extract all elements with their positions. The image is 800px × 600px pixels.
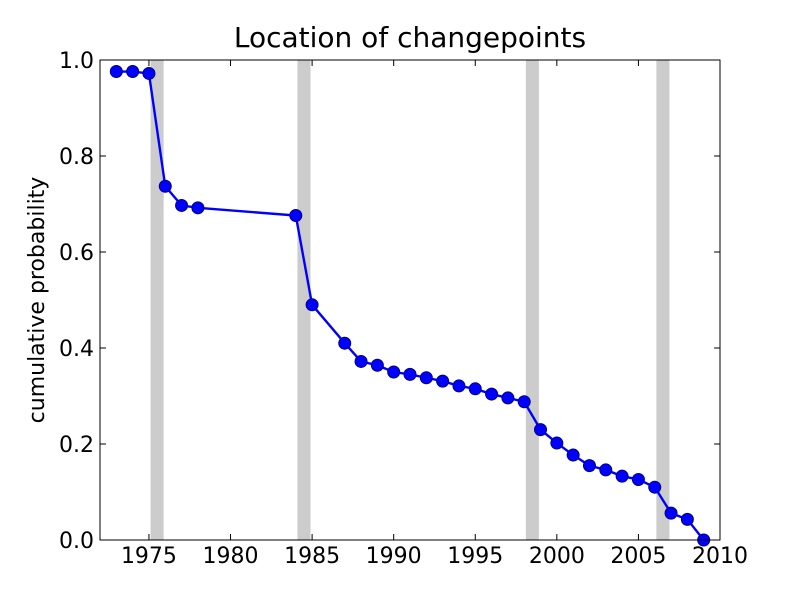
data-point bbox=[452, 379, 466, 393]
data-point bbox=[419, 371, 433, 385]
data-point bbox=[354, 354, 368, 368]
data-point bbox=[648, 480, 662, 494]
data-point bbox=[485, 387, 499, 401]
data-point bbox=[599, 463, 613, 477]
x-tick-label: 1995 bbox=[447, 544, 503, 569]
y-tick-label: 0.4 bbox=[59, 337, 94, 362]
changepoint-band-3 bbox=[656, 60, 670, 540]
y-tick-label: 0.8 bbox=[59, 145, 94, 170]
data-point bbox=[582, 459, 596, 473]
changepoint-band-2 bbox=[525, 60, 539, 540]
data-point bbox=[126, 65, 140, 79]
data-point bbox=[158, 179, 172, 193]
data-point bbox=[305, 298, 319, 312]
data-point bbox=[370, 358, 384, 372]
changepoint-band-0 bbox=[150, 60, 164, 540]
data-point bbox=[289, 209, 303, 223]
y-axis-label: cumulative probability bbox=[25, 177, 50, 424]
data-point bbox=[175, 198, 189, 212]
plot-frame bbox=[99, 59, 721, 541]
data-point bbox=[517, 395, 531, 409]
data-point bbox=[501, 391, 515, 405]
x-tick-label: 2010 bbox=[692, 544, 748, 569]
plot-area bbox=[99, 59, 721, 541]
y-tick-label: 0.2 bbox=[59, 433, 94, 458]
changepoint-bands bbox=[150, 60, 670, 540]
y-tick-label: 0.6 bbox=[59, 241, 94, 266]
x-tick-label: 1985 bbox=[284, 544, 340, 569]
data-point bbox=[631, 473, 645, 487]
data-point bbox=[615, 469, 629, 483]
data-point bbox=[468, 382, 482, 396]
data-point bbox=[338, 336, 352, 350]
x-tick-label: 1980 bbox=[203, 544, 259, 569]
data-point bbox=[191, 201, 205, 215]
data-point bbox=[664, 506, 678, 520]
axis-ticks: 1975 1980 1985 1990 1995 2000 2005 2010 0.0 0.2 0.… bbox=[59, 49, 748, 569]
x-tick-label: 1975 bbox=[121, 544, 177, 569]
data-point bbox=[387, 365, 401, 379]
x-tick-label: 1990 bbox=[366, 544, 422, 569]
data-point bbox=[566, 448, 580, 462]
x-tick-label: 2000 bbox=[529, 544, 585, 569]
data-point bbox=[403, 367, 417, 381]
data-point bbox=[436, 374, 450, 388]
data-series bbox=[109, 65, 711, 547]
data-point bbox=[534, 423, 548, 437]
x-tick-label: 2005 bbox=[610, 544, 666, 569]
data-point bbox=[680, 512, 694, 526]
chart-title: Location of changepoints bbox=[234, 21, 586, 54]
changepoint-band-1 bbox=[297, 60, 311, 540]
y-tick-label: 1.0 bbox=[59, 49, 94, 74]
data-point bbox=[550, 436, 564, 450]
data-point bbox=[142, 66, 156, 80]
data-point bbox=[109, 65, 123, 79]
y-tick-label: 0.0 bbox=[59, 529, 94, 554]
